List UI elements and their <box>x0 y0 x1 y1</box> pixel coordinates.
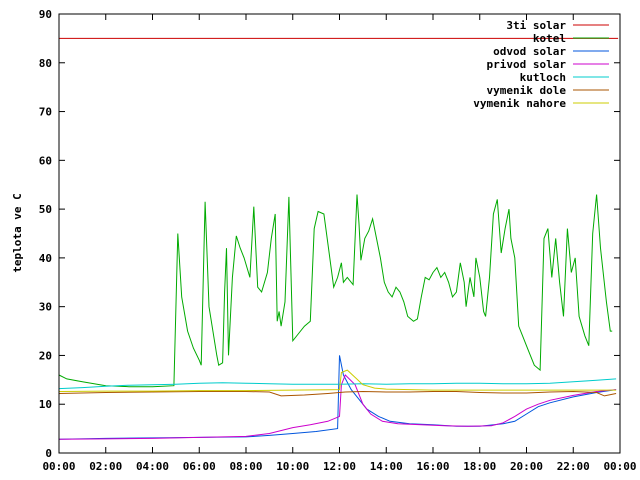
y-tick-label: 60 <box>39 154 52 167</box>
legend-label: kotel <box>533 32 566 45</box>
ticks-layer: 0 10 20 30 40 50 60 70 80 90 00:00 02:00 04:00 06:00 0… <box>39 8 637 473</box>
y-tick-label: 30 <box>39 301 52 314</box>
y-tick-label: 0 <box>45 447 52 460</box>
x-tick-label: 06:00 <box>183 460 216 473</box>
x-tick-label: 08:00 <box>229 460 262 473</box>
legend-label: vymenik nahore <box>473 97 566 110</box>
series-line-1 <box>58 194 613 388</box>
series-line-3 <box>58 374 617 440</box>
y-tick-label: 10 <box>39 398 52 411</box>
y-tick-label: 40 <box>39 252 52 265</box>
y-tick-label: 80 <box>39 57 52 70</box>
series-layer <box>58 37 619 440</box>
x-tick-label: 04:00 <box>136 460 169 473</box>
y-tick-label: 20 <box>39 349 52 362</box>
x-tick-label: 12:00 <box>323 460 356 473</box>
series-line-5 <box>58 390 617 397</box>
series-line-4 <box>58 378 617 390</box>
series-line-2 <box>58 355 617 440</box>
legend-label: 3ti solar <box>506 19 566 32</box>
legend-label: privod solar <box>487 58 567 71</box>
x-tick-label: 22:00 <box>557 460 590 473</box>
legend-label: kutloch <box>520 71 566 84</box>
x-tick-label: 16:00 <box>416 460 449 473</box>
x-tick-label: 00:00 <box>42 460 75 473</box>
y-tick-label: 50 <box>39 203 52 216</box>
x-tick-label: 14:00 <box>370 460 403 473</box>
x-tick-label: 20:00 <box>510 460 543 473</box>
legend-label: vymenik dole <box>487 84 567 97</box>
legend-label: odvod solar <box>493 45 566 58</box>
x-tick-label: 00:00 <box>603 460 636 473</box>
y-axis-label: teplota ve C <box>11 193 24 272</box>
x-tick-label: 10:00 <box>276 460 309 473</box>
series-line-6 <box>58 369 617 392</box>
x-tick-label: 18:00 <box>463 460 496 473</box>
x-tick-label: 02:00 <box>89 460 122 473</box>
y-tick-label: 90 <box>39 8 52 21</box>
y-tick-label: 70 <box>39 106 52 119</box>
